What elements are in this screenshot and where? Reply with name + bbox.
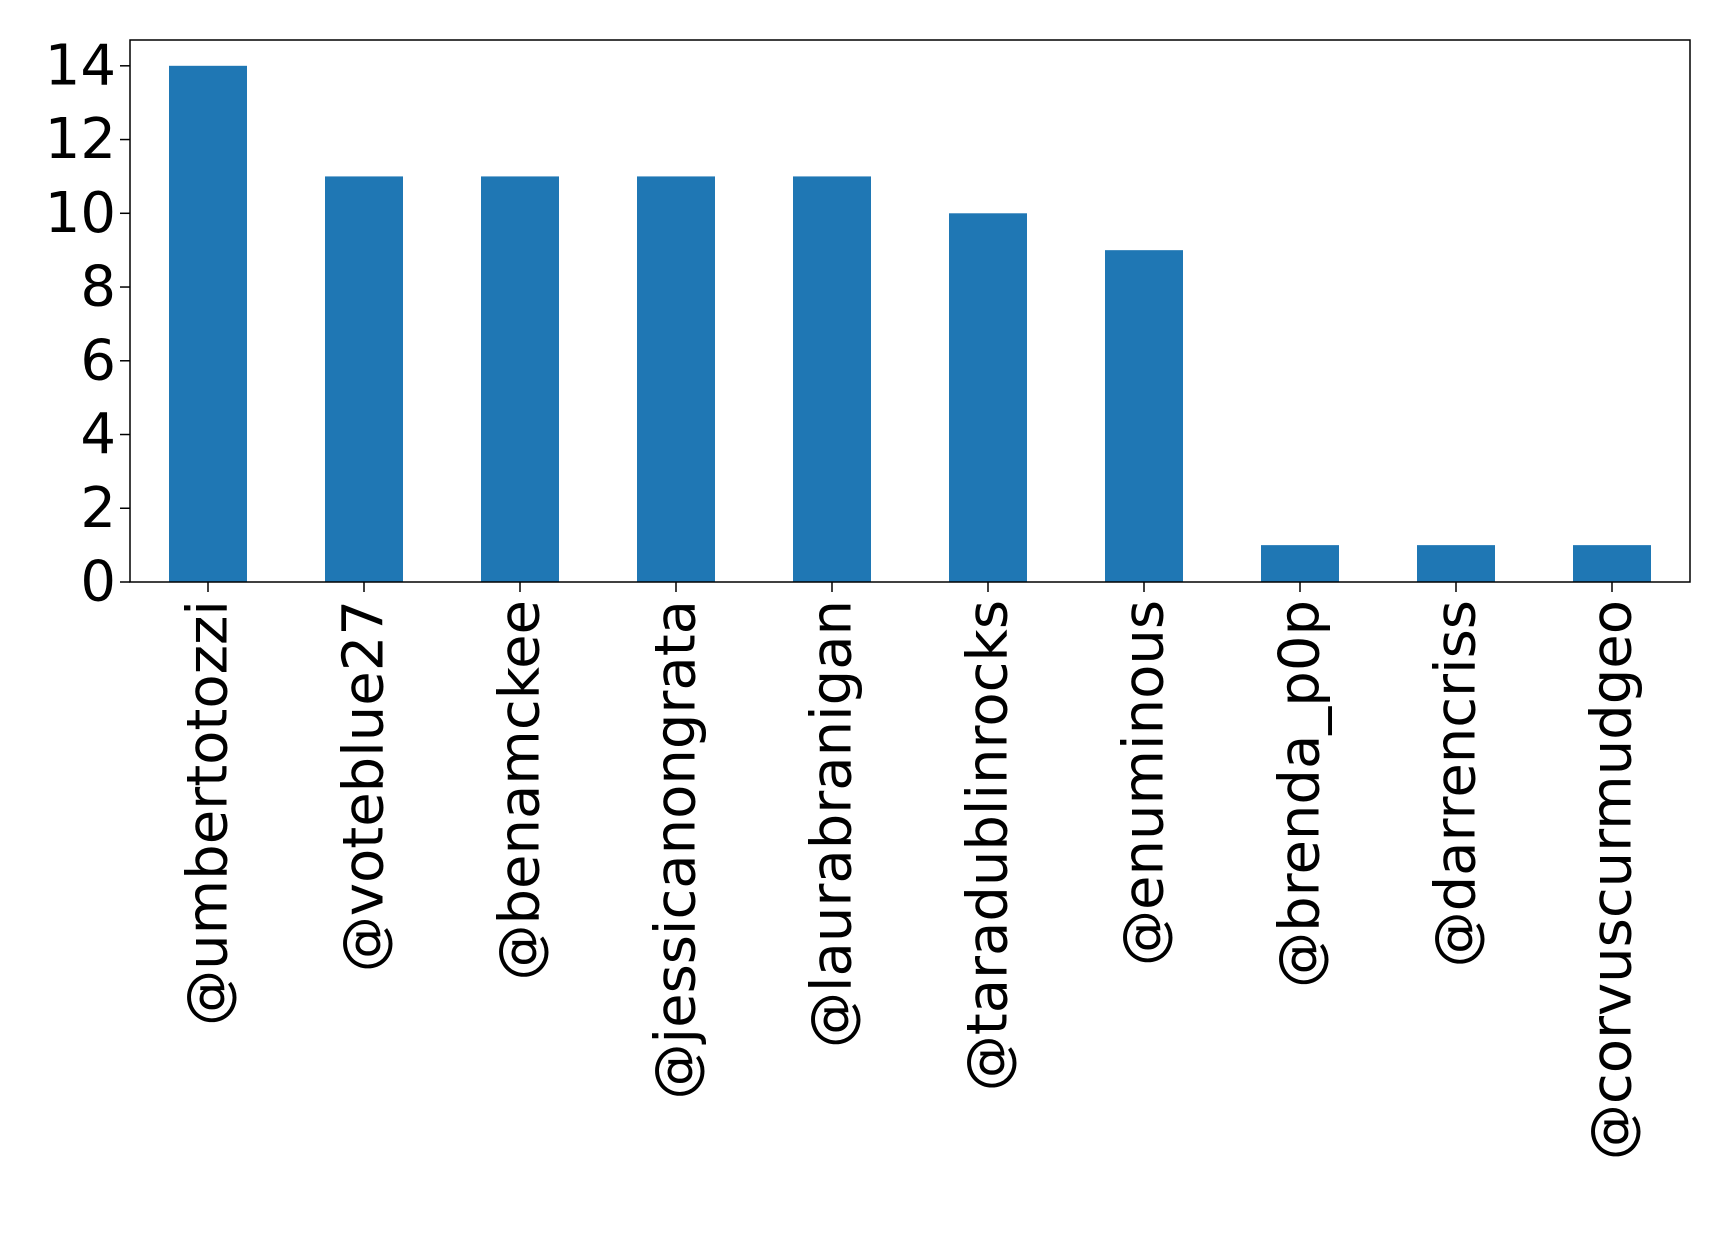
x-tick-label: @brenda_p0p bbox=[1268, 600, 1333, 988]
plot-frame bbox=[129, 39, 1691, 583]
bar-4 bbox=[793, 176, 871, 583]
x-axis: @umbertotozzi @voteblue27 @benamckee @jessi… bbox=[176, 582, 1645, 1160]
bar-5 bbox=[949, 213, 1027, 582]
bar-8 bbox=[1417, 545, 1495, 582]
y-tick-label: 2 bbox=[80, 476, 116, 541]
bar-6 bbox=[1105, 250, 1183, 582]
x-tick-label: @voteblue27 bbox=[332, 600, 397, 972]
y-tick-label: 6 bbox=[80, 328, 116, 393]
x-tick-label: @taradublinrocks bbox=[956, 600, 1021, 1091]
bars-group bbox=[169, 65, 1651, 583]
y-tick-label: 0 bbox=[80, 550, 116, 615]
bar-0 bbox=[169, 65, 247, 583]
x-tick-label: @laurabranigan bbox=[800, 600, 865, 1048]
y-axis: 0 2 4 6 8 10 12 14 bbox=[45, 33, 130, 615]
x-tick-label: @benamckee bbox=[488, 600, 553, 981]
y-tick-label: 12 bbox=[45, 107, 116, 172]
bar-7 bbox=[1261, 545, 1339, 582]
bar-1 bbox=[325, 176, 403, 583]
bar-2 bbox=[481, 176, 559, 583]
bar-9 bbox=[1573, 545, 1651, 582]
x-tick-label: @corvuscurmudgeo bbox=[1580, 600, 1645, 1160]
bar-3 bbox=[637, 176, 715, 583]
x-tick-label: @darrencriss bbox=[1424, 600, 1489, 967]
y-tick-label: 14 bbox=[45, 33, 116, 98]
y-tick-label: 8 bbox=[80, 255, 116, 320]
x-tick-label: @umbertotozzi bbox=[176, 600, 241, 1026]
x-tick-label: @enuminous bbox=[1112, 600, 1177, 966]
x-tick-label: @jessicanongrata bbox=[644, 600, 709, 1099]
y-tick-label: 4 bbox=[80, 402, 116, 467]
y-tick-label: 10 bbox=[45, 181, 116, 246]
